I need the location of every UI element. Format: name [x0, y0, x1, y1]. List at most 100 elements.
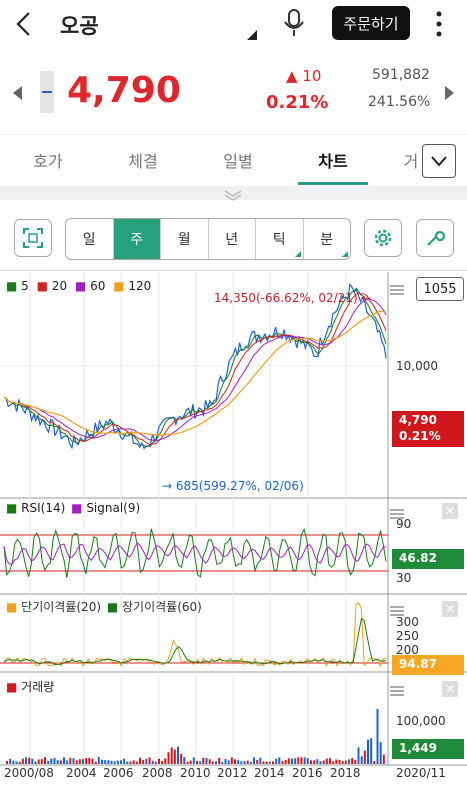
disparity-legend: ■ 단기이격률(20) ■ 장기이격률(60): [6, 600, 202, 614]
x-tick: 2018: [330, 766, 361, 780]
volume-bar: [265, 761, 268, 764]
volume-bar: [110, 760, 113, 764]
volume-bar: [341, 761, 344, 764]
volume-bar: [139, 757, 141, 764]
volume-bar: [351, 758, 354, 764]
change-amount: ▲ 10: [286, 67, 322, 85]
volume-bar: [72, 758, 75, 764]
period-year[interactable]: 년: [209, 219, 256, 259]
previous-stock-icon[interactable]: [12, 85, 24, 105]
volume-bar: [145, 758, 148, 764]
turnover-rate: 241.56%: [368, 94, 431, 110]
volume-bar: [135, 761, 138, 764]
tools-button[interactable]: [416, 219, 454, 257]
volume-bar: [278, 757, 281, 764]
stock-name[interactable]: 오공: [60, 14, 99, 38]
volume-bar: [180, 753, 183, 764]
volume-bar: [294, 758, 297, 764]
volume-bar: [66, 760, 69, 764]
volume-bar: [85, 758, 88, 764]
volume-tick: 100,000: [396, 714, 446, 728]
section-divider: [0, 186, 467, 200]
volume-bar: [221, 762, 224, 764]
gear-icon: [374, 229, 392, 247]
volume-bar: [142, 760, 145, 764]
tab-expand-button[interactable]: [422, 144, 456, 178]
volume-bar: [275, 758, 278, 764]
chart-canvas[interactable]: [0, 272, 467, 766]
disparity-ticks: 300 250 200: [396, 615, 419, 657]
close-panel-icon[interactable]: ✕: [442, 681, 458, 697]
tab-daily[interactable]: 일별: [223, 152, 253, 171]
volume-bar: [173, 749, 176, 764]
volume-bar: [284, 759, 287, 764]
volume-bar: [126, 761, 129, 764]
volume-bar: [373, 761, 376, 764]
period-minute[interactable]: 분: [304, 219, 351, 259]
volume-bar: [31, 758, 34, 764]
volume-bar: [15, 761, 18, 764]
close-panel-icon[interactable]: ✕: [442, 601, 458, 617]
ma5-swatch: ■: [6, 279, 18, 293]
volume-bar: [268, 761, 271, 764]
volume-bar: [91, 758, 94, 764]
top-bar: 오공 주문하기: [0, 0, 467, 48]
ma60-line: [4, 298, 387, 442]
ma20-swatch: ■: [36, 279, 48, 293]
volume-legend: ■ 거래량: [6, 680, 55, 694]
next-stock-icon[interactable]: [443, 85, 455, 105]
tab-orderbook[interactable]: 호가: [33, 152, 63, 171]
panel-menu-icon[interactable]: [390, 602, 404, 621]
y-tick-10000: 10,000: [396, 359, 438, 373]
panel-menu-icon[interactable]: [390, 281, 404, 300]
panel-menu-icon[interactable]: [390, 505, 404, 524]
ma-legend: ■ 5 ■ 20 ■ 60 ■ 120: [6, 279, 151, 293]
ma20-label: 20: [51, 279, 68, 293]
order-button[interactable]: 주문하기: [332, 6, 410, 40]
mini-candle: [40, 71, 54, 113]
volume-bar: [240, 761, 243, 764]
volume-bar: [101, 759, 103, 764]
rsi-tick-90: 90: [396, 517, 412, 531]
volume-bar: [237, 760, 240, 764]
active-tab-indicator: [298, 182, 368, 185]
volume-bar: [234, 759, 236, 764]
volume-bar: [53, 758, 56, 764]
tab-executions[interactable]: 체결: [128, 152, 158, 171]
wrench-icon: [427, 231, 445, 246]
volume-bar: [129, 761, 132, 764]
volume-bar: [297, 757, 300, 764]
dropdown-caret-icon[interactable]: [246, 26, 258, 45]
volume-bar: [329, 758, 331, 764]
period-month[interactable]: 월: [161, 219, 209, 259]
volume-bar: [116, 760, 119, 764]
microphone-icon[interactable]: [282, 8, 306, 42]
up-arrow-icon: ▲: [286, 67, 298, 85]
more-options-icon[interactable]: [434, 10, 444, 42]
collapse-handle-icon[interactable]: [222, 186, 244, 205]
period-week[interactable]: 주: [113, 219, 161, 259]
high-annotation: 14,350(-66.62%, 02/21) ←: [214, 291, 372, 305]
tab-more[interactable]: 거: [403, 152, 419, 171]
period-tick[interactable]: 틱: [256, 219, 304, 259]
volume-bar: [272, 761, 274, 764]
panel-menu-icon[interactable]: [390, 682, 404, 701]
volume-bar: [253, 757, 255, 764]
back-icon[interactable]: [14, 10, 34, 42]
x-tick: 2008: [142, 766, 173, 780]
volume-bar: [59, 760, 62, 764]
volume-bar: [183, 757, 186, 764]
close-panel-icon[interactable]: ✕: [442, 503, 458, 519]
volume-bar: [379, 742, 382, 764]
volume-bar: [148, 757, 151, 764]
zoom-value[interactable]: 1055: [416, 277, 464, 301]
rsi-value-badge: 46.82: [392, 549, 464, 569]
settings-button[interactable]: [364, 219, 402, 257]
volume-bar: [211, 761, 214, 764]
tab-chart[interactable]: 차트: [318, 152, 348, 171]
period-day[interactable]: 일: [66, 219, 114, 259]
x-tick: 2020/11: [396, 766, 446, 780]
volume-bar: [37, 759, 40, 764]
fullscreen-button[interactable]: [14, 219, 52, 257]
volume-bar: [291, 758, 293, 764]
